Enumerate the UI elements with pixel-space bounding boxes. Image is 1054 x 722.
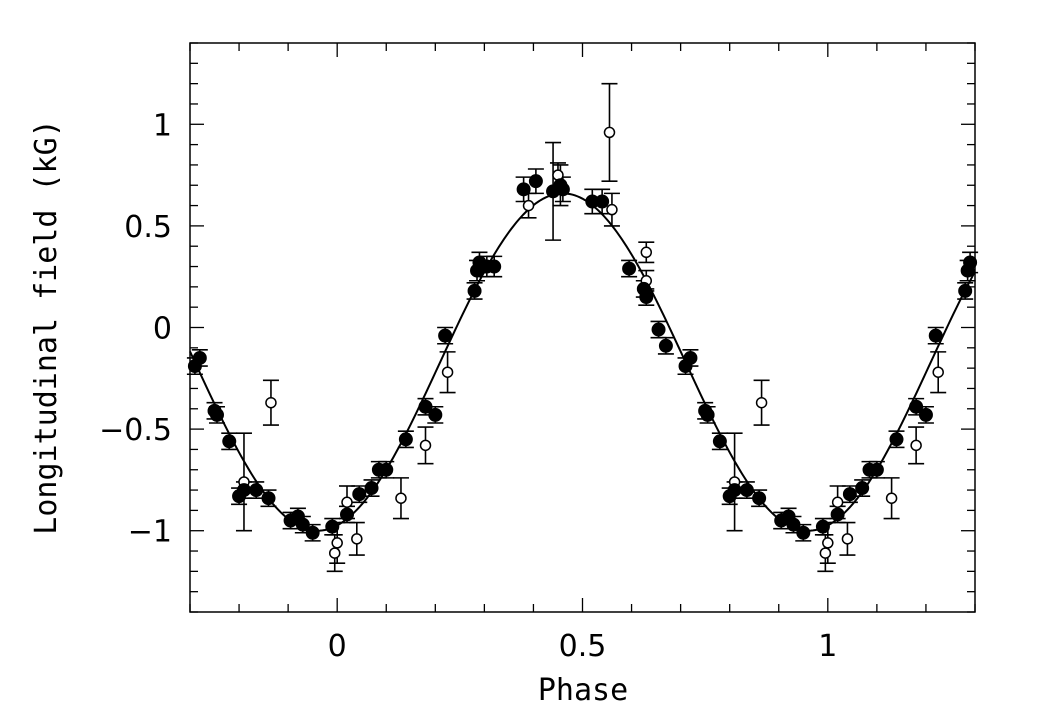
open-data-point: [331, 537, 343, 549]
open-data-point: [841, 533, 854, 545]
filled-data-point: [918, 407, 933, 422]
filled-data-point: [209, 407, 224, 422]
y-tick-label: −1: [128, 515, 172, 550]
open-data-point: [341, 496, 353, 509]
filled-data-point: [295, 517, 310, 532]
filled-data-point: [855, 481, 870, 496]
filled-data-point: [752, 491, 767, 506]
filled-data-point: [658, 338, 673, 353]
filled-data-point: [428, 407, 443, 422]
filled-data-point: [467, 283, 482, 298]
filled-data-point: [261, 491, 276, 506]
open-data-point: [265, 396, 277, 409]
filled-data-point: [595, 194, 610, 209]
filled-data-point: [487, 259, 502, 274]
open-data-point: [819, 547, 832, 559]
filled-data-point: [192, 350, 207, 365]
filled-data-point: [398, 432, 413, 447]
y-axis-title: Longitudinal field (kG): [29, 119, 64, 534]
filled-data-point: [786, 517, 801, 532]
filled-data-point: [516, 182, 531, 197]
open-data-point: [755, 396, 768, 409]
filled-data-point: [651, 322, 666, 337]
filled-data-point: [796, 525, 811, 540]
filled-data-point: [700, 407, 715, 422]
filled-data-point: [364, 481, 379, 496]
filled-data-point: [236, 483, 251, 498]
filled-data-point: [639, 290, 654, 305]
open-data-point: [603, 126, 616, 139]
open-data-point: [328, 547, 341, 559]
filled-data-point: [869, 462, 884, 477]
open-data-point: [441, 366, 454, 378]
filled-data-point: [928, 328, 943, 343]
filled-data-point: [222, 434, 237, 449]
open-data-point: [831, 496, 844, 509]
open-data-point: [822, 537, 834, 549]
x-tick-label: 0: [328, 629, 347, 664]
open-data-point: [395, 492, 407, 504]
filled-data-point: [379, 462, 394, 477]
x-axis-title: Phase: [538, 673, 628, 708]
open-data-point: [640, 246, 653, 259]
filled-data-point: [249, 483, 264, 498]
open-data-point: [885, 492, 898, 504]
filled-data-point: [438, 328, 453, 343]
filled-data-point: [622, 261, 637, 276]
y-tick-label: −0.5: [99, 413, 172, 448]
filled-data-point: [712, 434, 727, 449]
filled-data-point: [727, 483, 742, 498]
filled-data-point: [528, 174, 543, 189]
error-bar-layer: [186, 82, 979, 573]
open-data-point: [522, 199, 535, 212]
filled-data-point: [683, 350, 698, 365]
filled-data-point: [340, 507, 354, 522]
axes-frame: [189, 42, 976, 613]
y-tick-label: 0: [153, 312, 172, 347]
filled-data-point: [842, 487, 857, 502]
data-point-layer: [187, 126, 978, 559]
y-tick-label: 1: [153, 108, 172, 143]
filled-data-point: [739, 483, 754, 498]
x-tick-label: 0.5: [559, 629, 607, 664]
filled-data-point: [909, 399, 924, 414]
filled-data-point: [815, 519, 830, 534]
open-data-point: [932, 366, 944, 378]
y-tick-label: 0.5: [124, 210, 172, 245]
filled-data-point: [352, 487, 367, 502]
x-tick-label: 1: [818, 629, 837, 664]
filled-data-point: [958, 283, 973, 298]
filled-data-point: [305, 525, 320, 540]
open-data-point: [351, 533, 363, 545]
filled-data-point: [325, 519, 340, 534]
filled-data-point: [830, 507, 845, 522]
filled-data-point: [418, 399, 433, 414]
open-data-point: [419, 439, 432, 452]
tick-labels: 0 0.5 1 1 0.5 0 −0.5 −1: [99, 108, 837, 664]
open-data-point: [606, 203, 618, 216]
filled-data-point: [963, 255, 978, 270]
open-data-point: [910, 439, 922, 452]
filled-data-point: [555, 182, 570, 197]
filled-data-point: [889, 432, 904, 447]
